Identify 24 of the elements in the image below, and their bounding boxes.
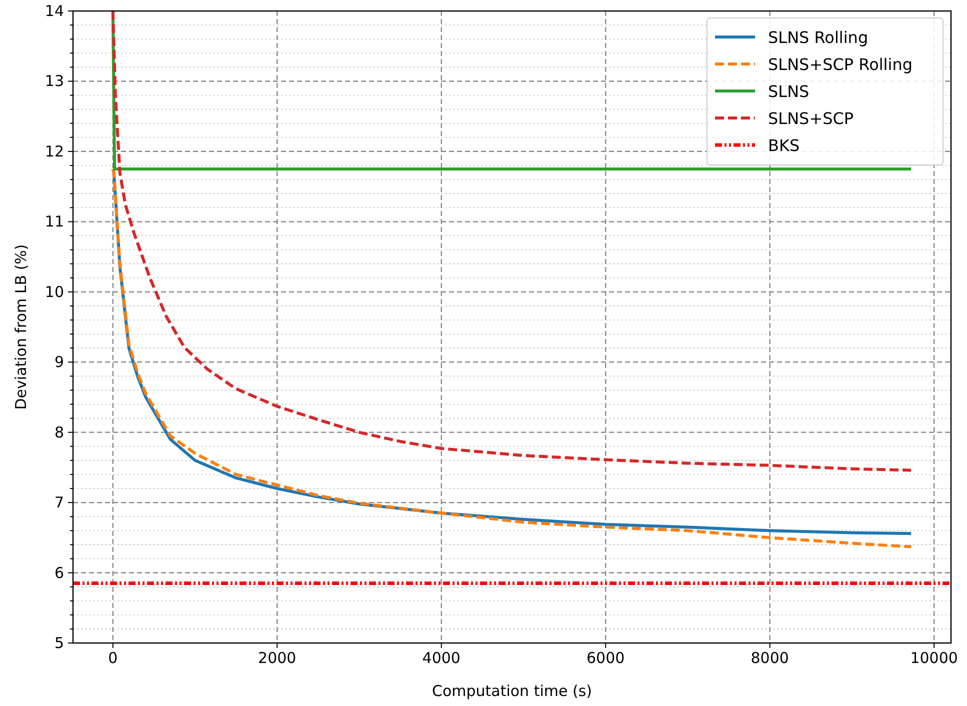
y-tick-label: 10 (44, 282, 64, 301)
x-tick-label: 2000 (258, 649, 296, 667)
y-tick-label: 12 (44, 142, 64, 160)
legend-label: SLNS (768, 82, 810, 101)
legend-label: SLNS Rolling (768, 28, 868, 47)
y-tick-label: 14 (44, 2, 64, 20)
legend-label: SLNS+SCP Rolling (768, 55, 912, 74)
line-series (111, 11, 913, 472)
legend-label: BKS (768, 136, 800, 155)
x-tick-label: 0 (108, 649, 118, 667)
y-tick-label: 8 (54, 423, 64, 442)
y-tick-label: 11 (44, 212, 64, 231)
x-tick-label: 4000 (422, 649, 460, 667)
legend-label: SLNS+SCP (768, 109, 854, 128)
y-axis-title: Deviation from LB (%) (12, 244, 30, 410)
y-tick-label: 9 (54, 353, 64, 372)
y-tick-label: 6 (54, 564, 64, 582)
y-tick-label: 7 (54, 494, 64, 512)
x-tick-label: 6000 (586, 649, 625, 667)
x-tick-label: 10000 (910, 649, 958, 667)
x-tick-label: 8000 (750, 649, 789, 667)
y-tick-label: 13 (44, 72, 64, 90)
y-tick-label: 5 (54, 634, 64, 652)
x-axis-title: Computation time (s) (432, 682, 592, 700)
